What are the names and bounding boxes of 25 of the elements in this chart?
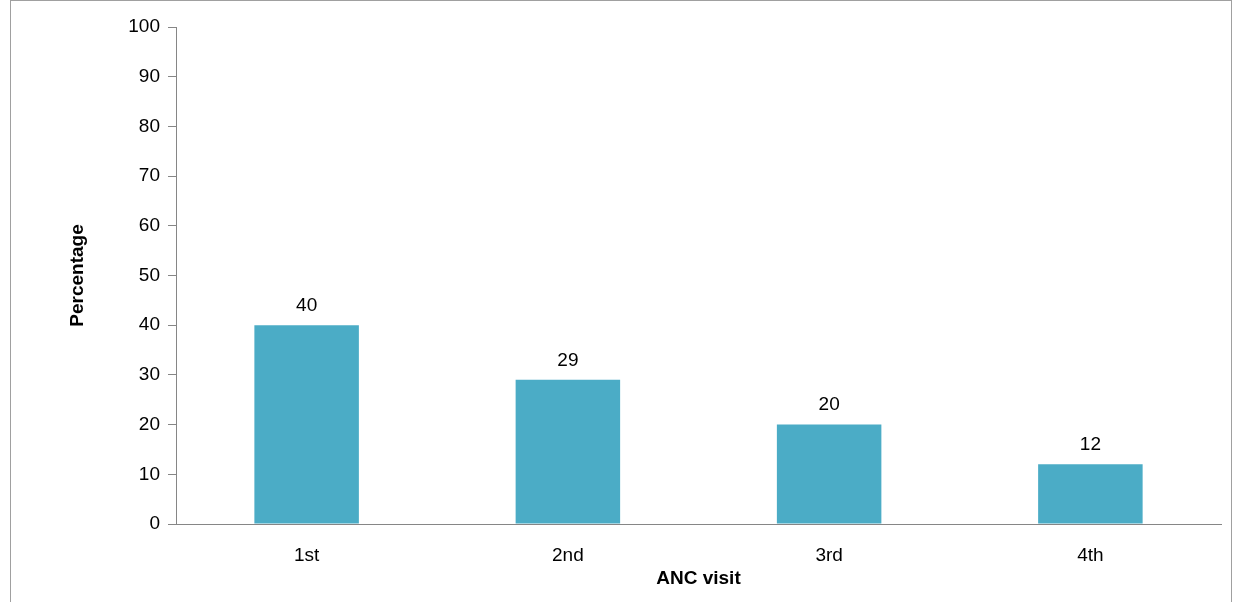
bar [515, 379, 621, 524]
data-label: 20 [818, 393, 840, 415]
x-tick-label: 1st [293, 543, 321, 565]
y-tick-label: 80 [138, 114, 160, 136]
y-tick-label: 40 [138, 313, 160, 335]
y-tick-label: 30 [138, 363, 160, 385]
y-tick-label: 10 [138, 462, 160, 484]
data-label: 40 [296, 293, 318, 315]
y-tick-label: 0 [149, 512, 160, 534]
x-tick-label: 4th [1077, 543, 1104, 565]
y-tick-label: 60 [138, 214, 160, 236]
data-label: 12 [1079, 433, 1101, 455]
y-tick-label: 20 [138, 412, 160, 434]
bar [776, 424, 882, 524]
x-tick-label: 2nd [552, 543, 584, 565]
bar [254, 325, 359, 524]
y-tick-label: 90 [138, 64, 160, 86]
bar [1038, 464, 1143, 524]
y-tick-label: 100 [128, 15, 160, 37]
y-tick-label: 50 [138, 263, 160, 285]
data-label: 29 [557, 348, 579, 370]
x-axis-title: ANC visit [656, 566, 742, 588]
y-axis-title: Percentage [65, 224, 87, 327]
x-tick-label: 3rd [815, 543, 843, 565]
y-tick-label: 70 [138, 164, 160, 186]
